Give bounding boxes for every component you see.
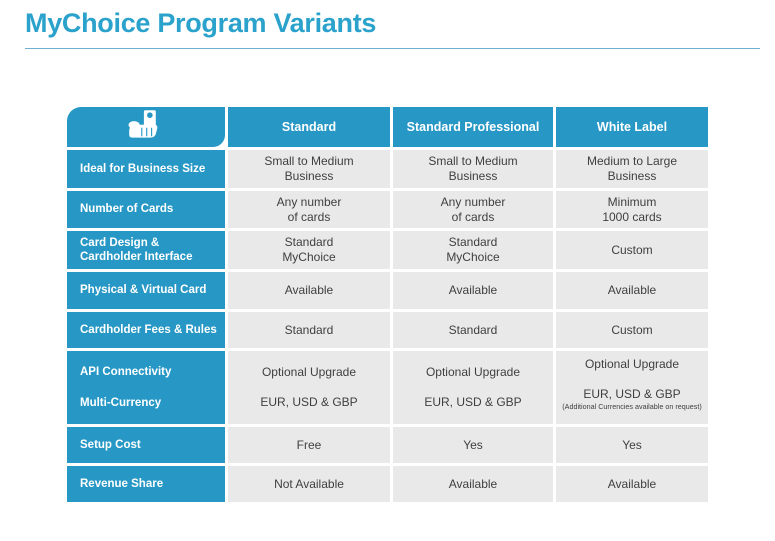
currency-value: EUR, USD & GBP [583,387,681,401]
currency-note: (Additional Currencies available on requ… [562,402,702,411]
data-cell: Yes [556,427,708,463]
data-cell: Not Available [228,466,390,502]
data-cell: Standard [393,312,553,348]
column-header-standard-professional: Standard Professional [393,107,553,147]
title-underline [25,48,760,49]
program-variants-table: Standard Standard Professional White Lab… [67,107,708,502]
row-label-cardholder-fees: Cardholder Fees & Rules [67,312,225,348]
data-cell-merged: Optional Upgrade EUR, USD & GBP [393,351,553,424]
data-cell: Optional Upgrade [584,357,680,371]
data-cell: Any number of cards [393,191,553,228]
data-cell: Available [228,272,390,309]
data-cell-merged: Optional Upgrade EUR, USD & GBP (Additio… [556,351,708,424]
data-cell: Standard [228,312,390,348]
data-cell: Any number of cards [228,191,390,228]
data-cell: Available [556,466,708,502]
data-cell: EUR, USD & GBP [424,395,522,410]
data-cell: Available [556,272,708,309]
data-cell: Custom [556,231,708,269]
row-label-api-multicurrency: API Connectivity Multi-Currency [67,351,225,424]
data-cell: Small to Medium Business [228,150,390,188]
row-label-number-of-cards: Number of Cards [67,191,225,228]
column-header-standard: Standard [228,107,390,147]
page-title: MyChoice Program Variants [25,8,377,38]
data-cell: Custom [556,312,708,348]
row-label-card-design: Card Design & Cardholder Interface [67,231,225,269]
row-label-multi-currency: Multi-Currency [80,396,162,409]
data-cell: Optional Upgrade [261,364,357,379]
row-label-revenue-share: Revenue Share [67,466,225,502]
data-cell: Small to Medium Business [393,150,553,188]
data-cell: Standard MyChoice [393,231,553,269]
data-cell: Medium to Large Business [556,150,708,188]
data-cell: Standard MyChoice [228,231,390,269]
data-cell-merged: Optional Upgrade EUR, USD & GBP [228,351,390,424]
row-label-api-connectivity: API Connectivity [80,366,172,379]
data-cell: EUR, USD & GBP (Additional Currencies av… [562,372,701,426]
table-corner-cell [67,107,225,147]
row-label-physical-virtual-card: Physical & Virtual Card [67,272,225,309]
data-cell: Minimum 1000 cards [556,191,708,228]
row-label-setup-cost: Setup Cost [67,427,225,463]
data-cell: Optional Upgrade [425,364,521,379]
hand-holding-card-icon [125,109,167,146]
column-header-white-label: White Label [556,107,708,147]
data-cell: EUR, USD & GBP [260,395,358,410]
row-label-ideal-business-size: Ideal for Business Size [67,150,225,188]
data-cell: Available [393,272,553,309]
data-cell: Free [228,427,390,463]
data-cell: Available [393,466,553,502]
data-cell: Yes [393,427,553,463]
